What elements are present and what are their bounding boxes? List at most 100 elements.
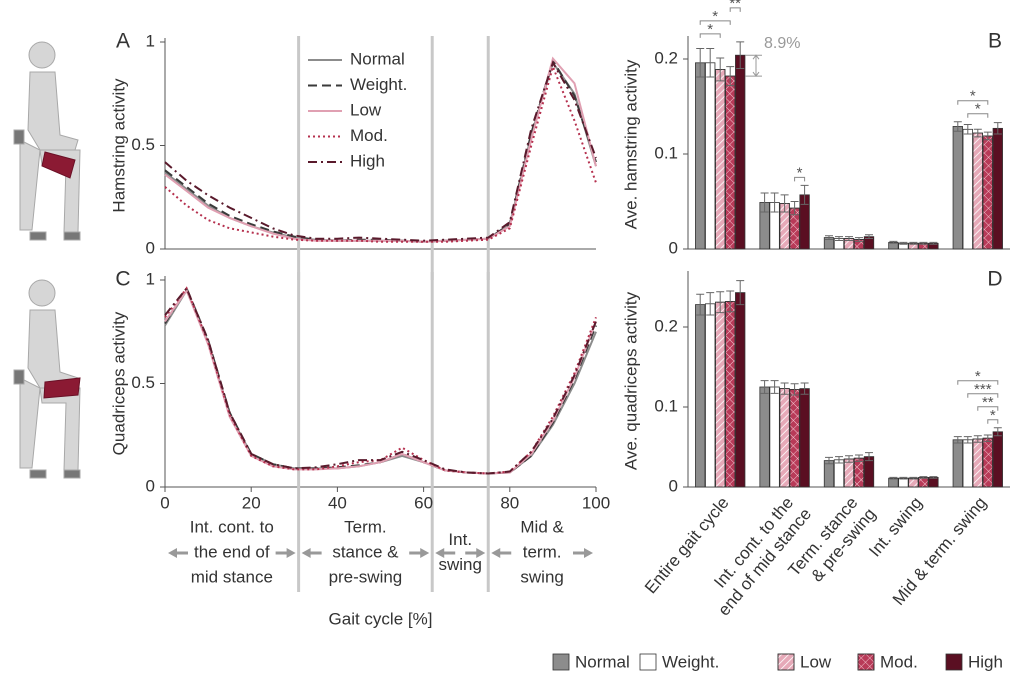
error-bar	[963, 124, 972, 135]
y-tick-label: 0.1	[654, 143, 678, 162]
bar	[888, 477, 899, 488]
difference-arrow	[752, 54, 760, 77]
difference-guide	[745, 54, 762, 77]
error-bar	[845, 455, 853, 463]
error-bar	[736, 41, 745, 69]
y-axis-label: Ave. hamstring activity	[621, 59, 640, 229]
error-bar	[899, 476, 908, 480]
line-series	[164, 286, 597, 475]
phase-label: swing	[520, 567, 563, 586]
bar	[769, 386, 780, 488]
x-tick-label: 60	[414, 493, 433, 512]
legend-swatch-pattern	[777, 653, 795, 671]
phase-label: the end of	[194, 542, 270, 561]
error-bar	[929, 476, 938, 479]
bar	[705, 303, 716, 488]
y-axis-label: Quadriceps activity	[109, 311, 128, 455]
significance-label: **	[982, 394, 994, 411]
y-tick-label: 0.5	[131, 373, 155, 392]
bar	[799, 388, 810, 488]
error-bar	[825, 235, 833, 240]
error-bar	[973, 128, 982, 138]
error-bar	[983, 131, 992, 141]
error-bar	[953, 121, 962, 132]
significance-bracket	[987, 419, 999, 424]
error-bar	[973, 435, 982, 443]
bar-pattern	[715, 69, 726, 250]
bar	[735, 292, 746, 488]
error-bar	[716, 291, 725, 314]
bar-pattern	[715, 301, 726, 488]
legend-swatch	[639, 653, 657, 671]
bar-pattern	[908, 477, 919, 488]
significance-bracket	[699, 20, 731, 25]
error-bar	[845, 236, 853, 241]
bar-pattern	[918, 476, 929, 488]
significance-bracket	[794, 176, 806, 182]
error-bar	[889, 240, 898, 244]
error-bar	[800, 184, 809, 205]
significance-bracket	[957, 100, 989, 105]
y-tick-label: 0	[146, 238, 155, 257]
legend-label: Normal	[575, 652, 630, 671]
legend-label: Weight.	[662, 652, 719, 671]
y-axis-label: Ave. quadriceps activity	[621, 291, 640, 470]
significance-bracket	[967, 393, 999, 398]
error-bar	[909, 241, 918, 245]
error-bar	[770, 380, 779, 394]
bar	[823, 460, 835, 488]
x-tick-label: 100	[582, 493, 610, 512]
y-tick-label: 0	[146, 476, 155, 495]
error-bar	[963, 436, 972, 444]
bar	[759, 386, 770, 488]
x-tick-label: 0	[160, 493, 169, 512]
significance-label: *	[990, 407, 996, 424]
line-series	[164, 286, 597, 475]
y-axis-label: Hamstring activity	[109, 78, 128, 213]
error-bar	[865, 234, 873, 240]
panel-label: D	[987, 268, 1002, 291]
phase-label: Mid &	[520, 517, 564, 536]
panel-label: C	[115, 268, 130, 291]
legend-label: Low	[800, 652, 832, 671]
bar-pattern	[982, 135, 993, 250]
y-tick-label: 1	[146, 269, 155, 288]
legend-swatch	[552, 653, 570, 671]
error-bar	[736, 280, 745, 306]
phase-label: stance &	[332, 542, 399, 561]
bar	[992, 127, 1003, 250]
legend-label: Weight.	[350, 75, 407, 94]
bar-pattern	[725, 75, 736, 250]
bar-pattern	[789, 388, 800, 488]
line-series	[164, 58, 597, 243]
error-bar	[993, 427, 1002, 437]
error-bar	[929, 241, 938, 245]
x-tick-label: 20	[242, 493, 261, 512]
error-bar	[919, 476, 928, 479]
significance-label: *	[797, 164, 803, 181]
bar	[735, 54, 746, 250]
error-bar	[899, 241, 908, 245]
error-bar	[716, 57, 725, 82]
x-tick-label: 80	[500, 493, 519, 512]
error-bar	[780, 382, 789, 395]
error-bar	[706, 292, 715, 316]
error-bar	[855, 454, 863, 462]
y-tick-label: 0.2	[654, 48, 678, 67]
panel-label: A	[116, 30, 130, 53]
error-bar	[800, 382, 809, 395]
legend-swatch-pattern	[857, 653, 875, 671]
panel-label: B	[988, 30, 1002, 53]
bar	[928, 476, 939, 488]
significance-label: *	[712, 8, 718, 25]
bar	[898, 477, 909, 488]
y-tick-label: 0	[669, 476, 678, 495]
error-bar	[760, 192, 769, 213]
phase-label: Term.	[344, 517, 387, 536]
bar-pattern	[779, 388, 790, 488]
error-bar	[696, 293, 705, 316]
bar-pattern	[853, 457, 865, 488]
significance-bracket	[977, 406, 999, 411]
significance-label: ***	[974, 381, 992, 398]
error-bar	[983, 434, 992, 442]
